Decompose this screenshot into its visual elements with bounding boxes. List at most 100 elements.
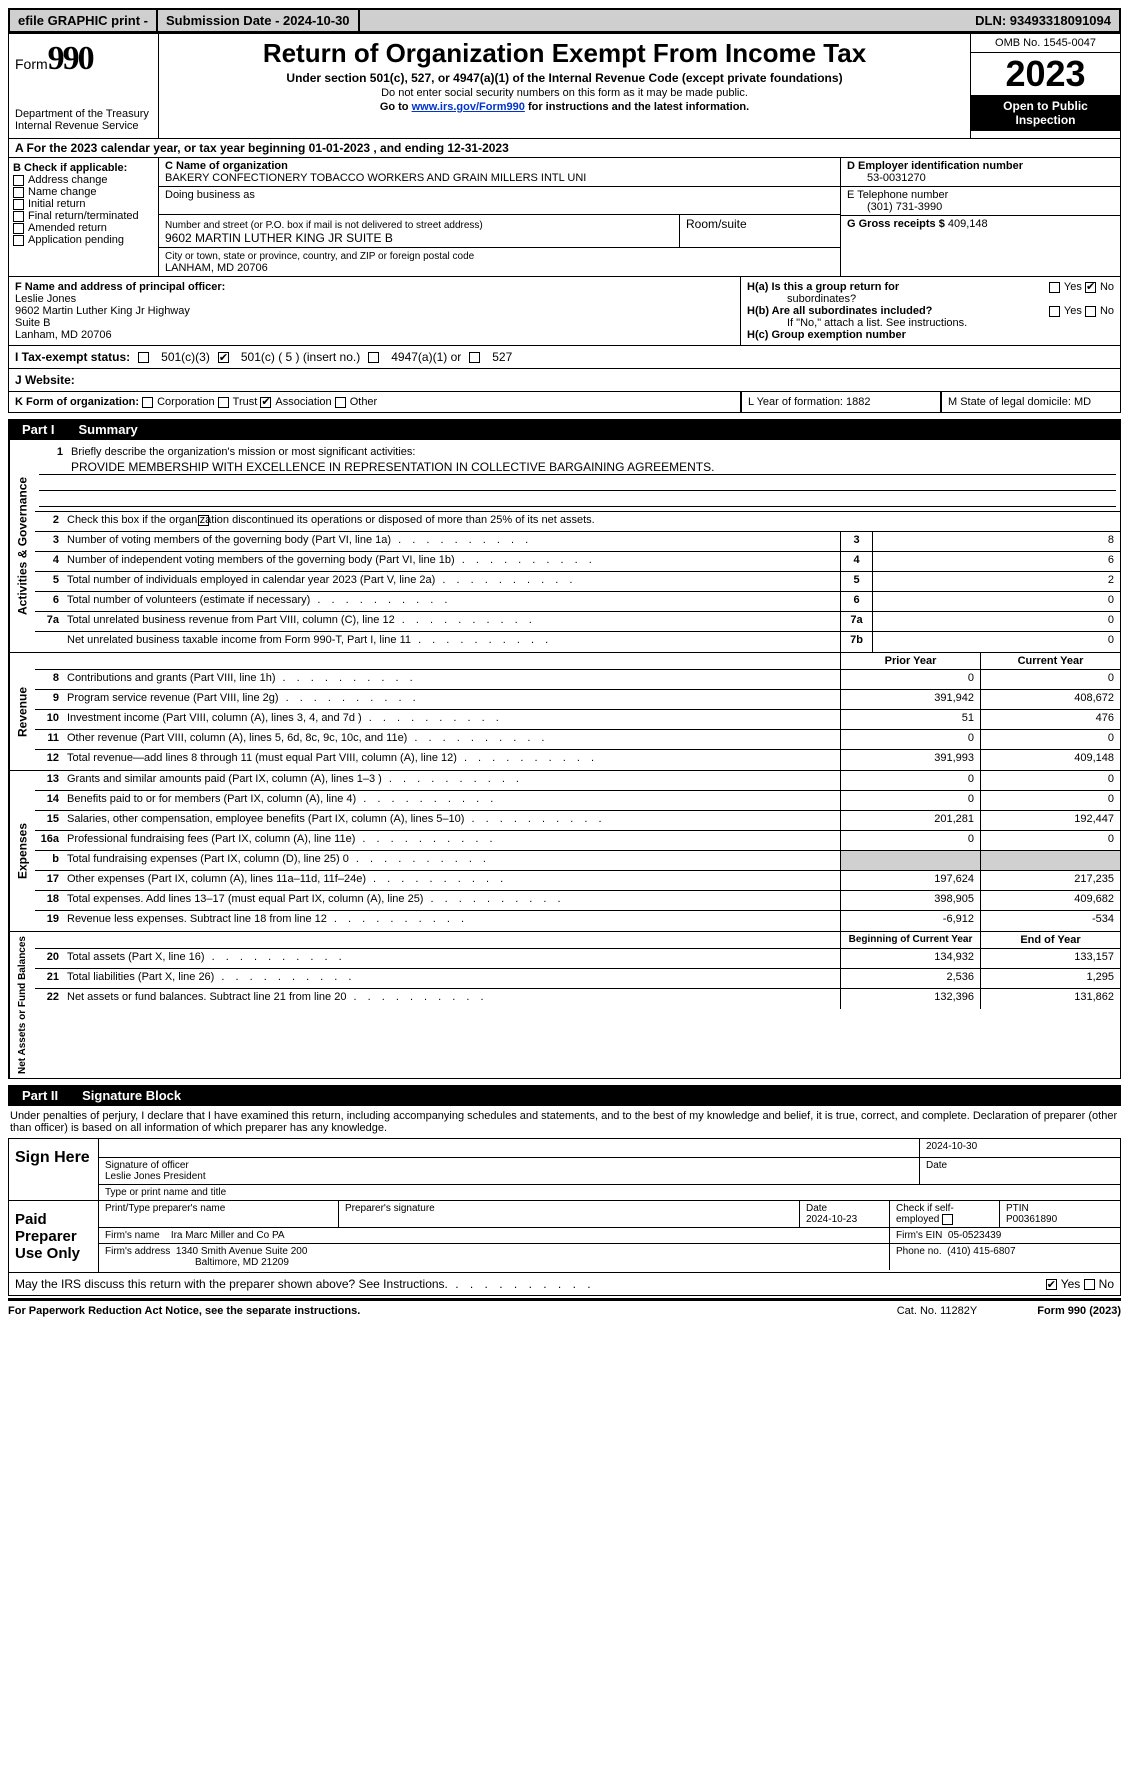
cb-501c3[interactable] [138, 352, 149, 363]
hb-yes[interactable] [1049, 306, 1060, 317]
cb-discontinued[interactable] [198, 515, 209, 526]
ssn-note: Do not enter social security numbers on … [167, 87, 962, 99]
part1-header: Part I Summary [8, 419, 1121, 440]
summary-row: 15Salaries, other compensation, employee… [35, 811, 1120, 831]
cb-name-change[interactable]: Name change [13, 186, 154, 198]
cb-address-change[interactable]: Address change [13, 174, 154, 186]
ha-label: H(a) Is this a group return for [747, 281, 899, 293]
h-c: H(c) Group exemption number [747, 329, 1114, 341]
summary-row: 22Net assets or fund balances. Subtract … [35, 989, 1120, 1009]
discuss-text: May the IRS discuss this return with the… [15, 1277, 595, 1291]
self-employed-cell: Check if self-employed [890, 1201, 1000, 1227]
paperwork-note: For Paperwork Reduction Act Notice, see … [8, 1305, 360, 1317]
form-number: Form990 [15, 40, 152, 78]
cat-no: Cat. No. 11282Y [897, 1305, 978, 1317]
summary-row: Net unrelated business taxable income fr… [35, 632, 1120, 652]
org-name: BAKERY CONFECTIONERY TOBACCO WORKERS AND… [165, 172, 586, 184]
opt-501c3: 501(c)(3) [161, 350, 210, 364]
cb-final-return[interactable]: Final return/terminated [13, 210, 154, 222]
header-right: OMB No. 1545-0047 2023 Open to Public In… [970, 34, 1120, 138]
k-form-org: K Form of organization: Corporation Trus… [8, 392, 741, 413]
cb-other[interactable] [335, 397, 346, 408]
line-i: I Tax-exempt status: 501(c)(3) 501(c) ( … [8, 346, 1121, 369]
cb-self-employed[interactable] [942, 1214, 953, 1225]
summary-row: 16aProfessional fundraising fees (Part I… [35, 831, 1120, 851]
col-b: B Check if applicable: Address change Na… [9, 158, 159, 276]
cb-initial-return[interactable]: Initial return [13, 198, 154, 210]
part2-tag: Part II [8, 1085, 72, 1106]
net-header: Beginning of Current Year End of Year [35, 932, 1120, 949]
prep-date: 2024-10-23 [806, 1214, 857, 1225]
hb-no[interactable] [1085, 306, 1096, 317]
ein-value: 53-0031270 [847, 172, 926, 184]
summary-row: 12Total revenue—add lines 8 through 11 (… [35, 750, 1120, 770]
fh-row: F Name and address of principal officer:… [8, 277, 1121, 346]
officer-addr3: Lanham, MD 20706 [15, 329, 112, 341]
form-subtitle: Under section 501(c), 527, or 4947(a)(1)… [167, 71, 962, 85]
cb-4947[interactable] [368, 352, 379, 363]
ha-no[interactable] [1085, 282, 1096, 293]
summary-row: 9Program service revenue (Part VIII, lin… [35, 690, 1120, 710]
open-to-public: Open to Public Inspection [971, 95, 1120, 131]
summary-row: 17Other expenses (Part IX, column (A), l… [35, 871, 1120, 891]
opt-527: 527 [492, 350, 512, 364]
omb-number: OMB No. 1545-0047 [971, 34, 1120, 53]
street-value: 9602 MARTIN LUTHER KING JR SUITE B [165, 231, 393, 245]
form-header: Form990 Department of the Treasury Inter… [8, 33, 1121, 139]
top-bar: efile GRAPHIC print - Submission Date - … [8, 8, 1121, 33]
firm-addr1: 1340 Smith Avenue Suite 200 [176, 1246, 308, 1257]
header-mid: Return of Organization Exempt From Incom… [159, 34, 970, 138]
discuss-yes[interactable] [1046, 1279, 1057, 1290]
opt-501c: 501(c) ( 5 ) (insert no.) [241, 350, 360, 364]
hb-label: H(b) Are all subordinates included? [747, 305, 932, 317]
tax-year: 2023 [971, 53, 1120, 95]
cb-assoc[interactable] [260, 397, 271, 408]
cb-corp[interactable] [142, 397, 153, 408]
vlabel-governance: Activities & Governance [9, 440, 35, 652]
form-990: 990 [48, 40, 93, 77]
goto-note: Go to www.irs.gov/Form990 for instructio… [167, 101, 962, 113]
form-label: Form [15, 56, 48, 72]
street-label: Number and street (or P.O. box if mail i… [165, 220, 483, 231]
summary-revenue: Revenue Prior Year Current Year 8Contrib… [8, 653, 1121, 771]
row-a-tax-year: A For the 2023 calendar year, or tax yea… [8, 139, 1121, 158]
col-c: C Name of organization BAKERY CONFECTION… [159, 158, 840, 276]
m-state: M State of legal domicile: MD [941, 392, 1121, 413]
firm-name-label: Firm's name [105, 1230, 160, 1241]
summary-row: 10Investment income (Part VIII, column (… [35, 710, 1120, 730]
irs-link[interactable]: www.irs.gov/Form990 [412, 101, 525, 113]
officer-addr2: Suite B [15, 317, 50, 329]
ha-yes[interactable] [1049, 282, 1060, 293]
cb-pending[interactable]: Application pending [13, 234, 154, 246]
ha-sub: subordinates? [747, 293, 856, 305]
dba-cell: Doing business as [159, 187, 840, 215]
part2-header: Part II Signature Block [8, 1085, 1121, 1106]
discuss-no[interactable] [1084, 1279, 1095, 1290]
cb-501c[interactable] [218, 352, 229, 363]
q2-text: Check this box if the organization disco… [63, 512, 1120, 531]
h-a: H(a) Is this a group return for Yes No s… [747, 281, 1114, 305]
paid-preparer-label: Paid Preparer Use Only [9, 1201, 99, 1272]
summary-row: 18Total expenses. Add lines 13–17 (must … [35, 891, 1120, 911]
cb-trust[interactable] [218, 397, 229, 408]
h-b: H(b) Are all subordinates included? Yes … [747, 305, 1114, 329]
summary-row: 20Total assets (Part X, line 16)134,9321… [35, 949, 1120, 969]
irs-label: Internal Revenue Service [15, 120, 152, 132]
check-if-applicable: B Check if applicable: [13, 162, 154, 174]
cb-527[interactable] [469, 352, 480, 363]
summary-expenses: Expenses 13Grants and similar amounts pa… [8, 771, 1121, 932]
prep-phone: (410) 415-6807 [947, 1246, 1015, 1257]
goto-post: for instructions and the latest informat… [525, 101, 749, 113]
officer-name-title: Leslie Jones President [105, 1171, 206, 1182]
gross-cell: G Gross receipts $ 409,148 [841, 216, 1120, 232]
spacer [360, 18, 968, 24]
ein-cell: D Employer identification number 53-0031… [841, 158, 1120, 187]
ptin-value: P00361890 [1006, 1214, 1057, 1225]
street-row: Number and street (or P.O. box if mail i… [159, 215, 840, 248]
vlabel-revenue: Revenue [9, 653, 35, 770]
cb-amended[interactable]: Amended return [13, 222, 154, 234]
k-label: K Form of organization: [15, 396, 139, 408]
summary-netassets: Net Assets or Fund Balances Beginning of… [8, 932, 1121, 1079]
paid-preparer-block: Paid Preparer Use Only Print/Type prepar… [8, 1201, 1121, 1273]
city-value: LANHAM, MD 20706 [165, 262, 268, 274]
